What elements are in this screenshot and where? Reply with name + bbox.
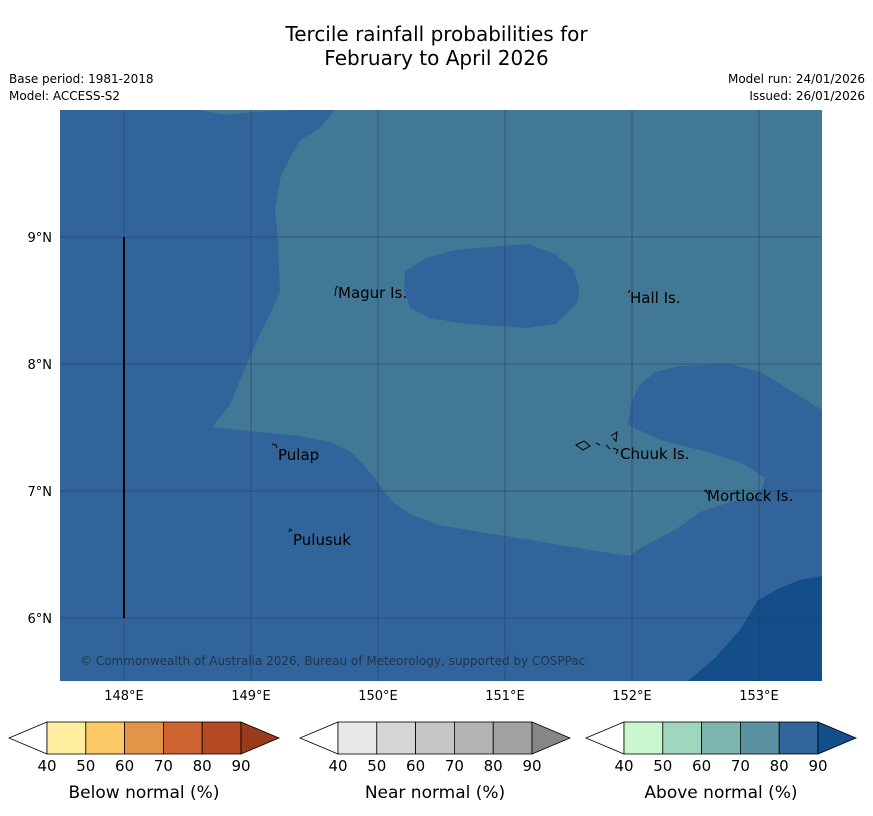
colorbar-tick-label: 70: [731, 757, 750, 775]
colorbar-high-arrow: [240, 721, 281, 755]
colorbar-tick-label: 70: [154, 757, 173, 775]
longitude-label: 153°E: [739, 689, 779, 704]
base-period-text: Base period: 1981-2018: [9, 72, 154, 86]
place-label: Pulusuk: [293, 531, 351, 549]
colorbar-tick-label: 80: [770, 757, 789, 775]
colorbar-high-arrow: [531, 721, 572, 755]
copyright-text: © Commonwealth of Australia 2026, Bureau…: [80, 654, 585, 668]
colorbar-swatch: [337, 721, 378, 755]
colorbar-swatch: [778, 721, 819, 755]
magur-island-icon: [334, 285, 339, 297]
hall-island-icon: [627, 289, 631, 294]
pulap-island-icon: [271, 443, 278, 449]
colorbar-swatch: [162, 721, 203, 755]
colorbar-tick-label: 40: [328, 757, 347, 775]
colorbar-swatch: [85, 721, 126, 755]
colorbar-tick-label: 40: [614, 757, 633, 775]
colorbar-swatch: [701, 721, 741, 755]
issued-text: Issued: 26/01/2026: [749, 89, 865, 103]
title-line-1: Tercile rainfall probabilities for: [285, 22, 588, 46]
colorbar-swatch: [492, 721, 533, 755]
colorbar-swatch: [453, 721, 494, 755]
place-labels: Magur Is. Hall Is. Pulap Chuuk Is. Mortlock …: [278, 284, 793, 549]
longitude-label: 148°E: [104, 689, 144, 704]
place-label: Chuuk Is.: [620, 445, 689, 463]
colorbar-tick-label: 40: [37, 757, 56, 775]
legend-above-normal: 40 50 60 70 80 90 Above normal (%): [584, 721, 858, 803]
colorbar-tick-label: 50: [76, 757, 95, 775]
latitude-labels: 9°N 8°N 7°N 6°N: [28, 231, 53, 627]
colorbar-tick-label: 50: [367, 757, 386, 775]
model-text: Model: ACCESS-S2: [9, 89, 121, 103]
colorbar-tick-label: 60: [692, 757, 711, 775]
colorbar-low-arrow: [7, 721, 48, 755]
colorbar-high-arrow: [817, 721, 858, 755]
colorbar-tick-label: 50: [653, 757, 672, 775]
latitude-label: 8°N: [28, 358, 53, 373]
above-70-region: [200, 110, 822, 556]
meta-left: Base period: 1981-2018 Model: ACCESS-S2: [9, 71, 154, 105]
longitude-label: 149°E: [231, 689, 271, 704]
colorbar-swatch: [124, 721, 164, 755]
place-label: Mortlock Is.: [707, 487, 793, 505]
longitude-label: 151°E: [485, 689, 525, 704]
place-label: Hall Is.: [630, 289, 681, 307]
colorbar-swatch: [201, 721, 242, 755]
colorbar-tick-label: 90: [808, 757, 827, 775]
title-line-2: February to April 2026: [324, 46, 549, 70]
colorbar-tick-label: 60: [406, 757, 425, 775]
latitude-label: 7°N: [28, 485, 53, 500]
colorbar-tick-label: 70: [445, 757, 464, 775]
map-plot-area[interactable]: Magur Is. Hall Is. Pulap Chuuk Is. Mortlock …: [60, 110, 822, 681]
colorbar-tick-label: 90: [522, 757, 541, 775]
graticule: [60, 110, 822, 681]
colorbar-low-arrow: [584, 721, 625, 755]
legend-below-normal: 40 50 60 70 80 90 Below normal (%): [7, 721, 281, 803]
mortlock-island-icon: [703, 489, 709, 495]
colorbar-tick-label: 80: [484, 757, 503, 775]
map-title: Tercile rainfall probabilities for Febru…: [0, 22, 873, 70]
colorbar-tick-label: 90: [231, 757, 250, 775]
latitude-label: 6°N: [28, 612, 53, 627]
colorbar-title: Near normal (%): [365, 783, 505, 803]
above-90-region: [688, 576, 822, 681]
colorbar-swatch: [46, 721, 87, 755]
island-shapes: [271, 285, 709, 533]
colorbar-swatch: [415, 721, 455, 755]
colorbar-swatch: [623, 721, 664, 755]
pulusuk-island-icon: [288, 528, 293, 533]
longitude-label: 150°E: [358, 689, 398, 704]
above-80-region-blob: [404, 244, 579, 328]
chuuk-islands-icon: [575, 430, 619, 455]
colorbar-tick-label: 80: [193, 757, 212, 775]
colorbar-low-arrow: [298, 721, 339, 755]
legend-near-normal: 40 50 60 70 80 90 Near normal (%): [298, 721, 572, 803]
place-label: Magur Is.: [338, 284, 407, 302]
colorbar-title: Below normal (%): [69, 783, 220, 803]
longitude-labels: 148°E 149°E 150°E 151°E 152°E 153°E: [104, 689, 779, 704]
colorbar-swatch: [662, 721, 702, 755]
latitude-label: 9°N: [28, 231, 53, 246]
meta-right: Model run: 24/01/2026 Issued: 26/01/2026: [728, 71, 865, 105]
longitude-label: 152°E: [612, 689, 652, 704]
colorbar-swatch: [376, 721, 416, 755]
model-run-text: Model run: 24/01/2026: [727, 72, 865, 86]
colorbar-swatch: [740, 721, 780, 755]
place-label: Pulap: [278, 446, 319, 464]
colorbar-title: Above normal (%): [644, 783, 797, 803]
colorbar-tick-label: 60: [115, 757, 134, 775]
